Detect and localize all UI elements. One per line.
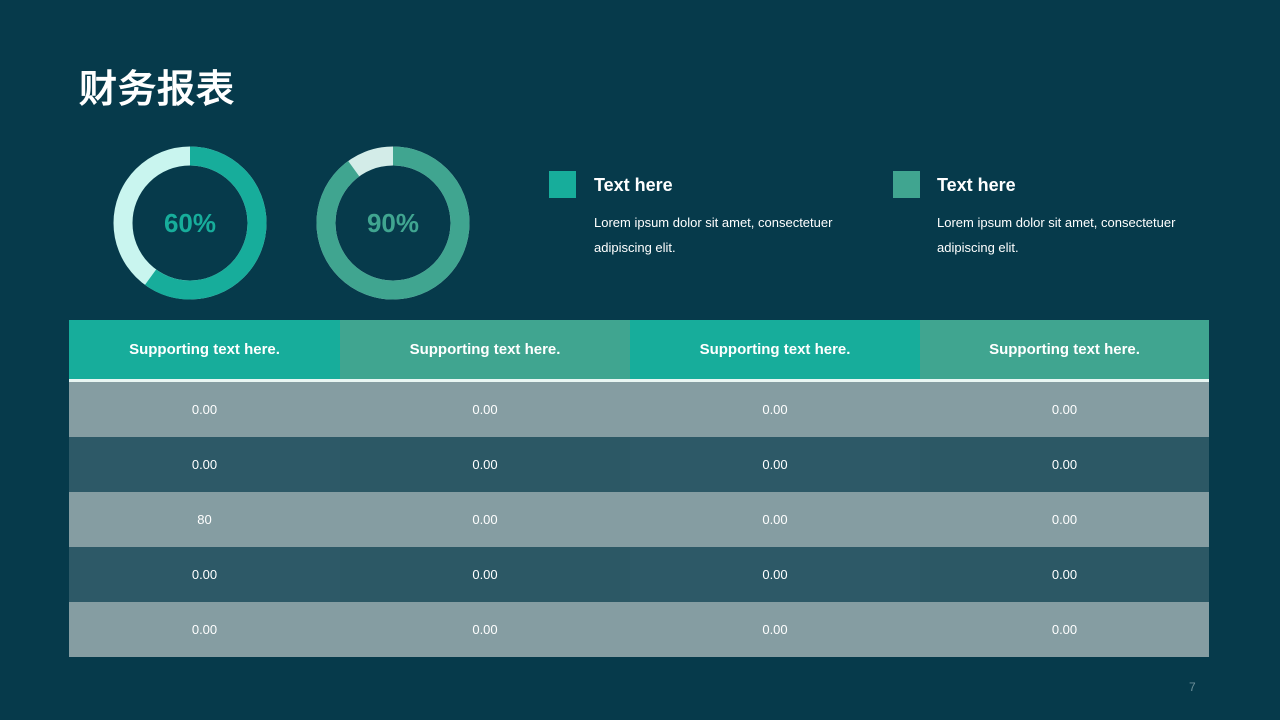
legend-description-line: Lorem ipsum dolor sit amet, consectetuer [937, 215, 1176, 230]
legend-description-line: adipiscing elit. [594, 240, 676, 255]
table-row: 0.00 0.00 0.00 0.00 [69, 547, 1209, 602]
table-cell: 0.00 [630, 492, 920, 547]
table-row: 0.00 0.00 0.00 0.00 [69, 437, 1209, 492]
donut-svg [316, 146, 470, 300]
donut-percent-label: 90% [366, 207, 420, 238]
table-cell: 0.00 [340, 602, 630, 657]
table-row: 80 0.00 0.00 0.00 [69, 492, 1209, 547]
table-cell: 0.00 [630, 382, 920, 437]
table-cell: 0.00 [340, 492, 630, 547]
legend-title-2: Text here [937, 175, 1016, 195]
legend-description-2: Lorem ipsum dolor sit amet, consectetuer… [937, 210, 1207, 260]
table-cell: 0.00 [340, 437, 630, 492]
table-cell: 0.00 [920, 492, 1209, 547]
page-title: 财务报表 [79, 67, 236, 111]
table-header-cell: Supporting text here. [920, 320, 1209, 379]
page-number: 7 [1189, 680, 1196, 694]
table-row: 0.00 0.00 0.00 0.00 [69, 382, 1209, 437]
table-cell: 0.00 [920, 547, 1209, 602]
table-cell: 0.00 [920, 602, 1209, 657]
table-cell: 0.00 [69, 547, 340, 602]
table-cell: 0.00 [920, 382, 1209, 437]
table-cell: 0.00 [340, 547, 630, 602]
table-cell: 0.00 [69, 602, 340, 657]
legend-swatch-2 [893, 171, 920, 198]
table-row: 0.00 0.00 0.00 0.00 [69, 602, 1209, 657]
legend-description-line: adipiscing elit. [937, 240, 1019, 255]
table-header-cell: Supporting text here. [630, 320, 920, 379]
table-header-cell: Supporting text here. [69, 320, 340, 379]
legend-title-1: Text here [594, 175, 673, 195]
donut-percent-label: 60% [163, 207, 217, 238]
donut-progress [316, 146, 470, 300]
donut-chart-90: 90% [315, 145, 471, 301]
table-cell: 0.00 [630, 437, 920, 492]
table-cell: 0.00 [69, 437, 340, 492]
table-cell: 0.00 [630, 602, 920, 657]
legend-swatch-1 [549, 171, 576, 198]
legend-description-1: Lorem ipsum dolor sit amet, consectetuer… [594, 210, 864, 260]
table-cell: 0.00 [69, 382, 340, 437]
table-cell: 0.00 [630, 547, 920, 602]
financial-table: Supporting text here. Supporting text he… [69, 320, 1209, 657]
table-cell: 80 [69, 492, 340, 547]
donut-progress [113, 146, 267, 300]
table-cell: 0.00 [340, 382, 630, 437]
table-header-row: Supporting text here. Supporting text he… [69, 320, 1209, 382]
legend-description-line: Lorem ipsum dolor sit amet, consectetuer [594, 215, 833, 230]
donut-svg [113, 146, 267, 300]
table-cell: 0.00 [920, 437, 1209, 492]
table-header-cell: Supporting text here. [340, 320, 630, 379]
donut-chart-60: 60% [112, 145, 268, 301]
